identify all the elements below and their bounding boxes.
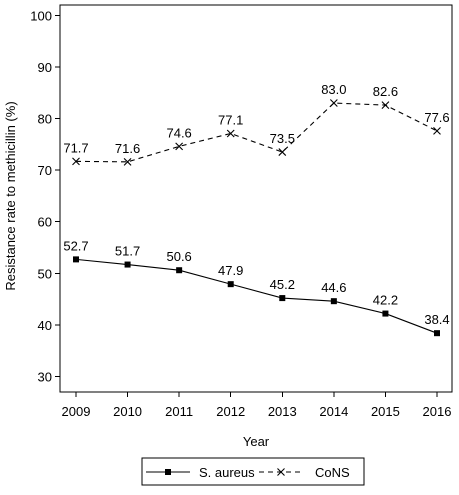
series-line (75, 102, 438, 163)
x-tick-label: 2011 (165, 404, 193, 419)
square-marker (176, 267, 183, 274)
y-tick-label: 40 (38, 318, 52, 333)
x-tick-label: 2009 (62, 404, 91, 419)
x-marker (381, 101, 390, 109)
x-tick-label: 2015 (371, 404, 400, 419)
x-tick-label: 2012 (216, 404, 245, 419)
x-axis: 2009 2010 2011 2012 2013 2014 2015 2016 (62, 392, 452, 419)
legend-item: CoNS (259, 465, 350, 480)
data-label: 83.0 (321, 82, 346, 97)
legend: S. aureus CoNS (141, 457, 365, 486)
x-axis-title: Year (243, 434, 270, 449)
series-s-aureus (73, 256, 440, 337)
x-marker (123, 157, 132, 166)
square-marker (73, 256, 79, 263)
x-marker (278, 148, 287, 156)
legend-x-marker (277, 468, 285, 476)
y-tick-label: 100 (30, 8, 52, 23)
square-marker (279, 295, 286, 302)
square-marker (124, 261, 131, 268)
data-label: 71.6 (115, 141, 140, 156)
legend-item: S. aureus (146, 465, 255, 480)
y-axis-title: Resistance rate to methicillin (%) (3, 101, 18, 290)
y-tick-label: 30 (38, 370, 52, 385)
data-label: 51.7 (115, 244, 140, 259)
legend-square-marker (165, 469, 171, 475)
data-label: 52.7 (63, 238, 88, 253)
x-marker (329, 99, 338, 107)
data-labels-layer: 52.7 51.7 50.6 47.9 45.2 44.6 42.2 38.4 71.7 71.6… (63, 82, 449, 327)
x-marker (175, 142, 184, 151)
y-tick-label: 60 (38, 215, 52, 230)
legend-label: CoNS (315, 465, 350, 480)
data-label: 42.2 (373, 293, 398, 308)
x-tick-label: 2010 (113, 404, 142, 419)
data-label: 45.2 (270, 277, 295, 292)
data-label: 82.6 (373, 84, 398, 99)
y-tick-label: 90 (38, 60, 52, 75)
y-axis: 30 40 50 60 70 80 90 100 (30, 8, 60, 385)
data-label: 44.6 (321, 280, 346, 295)
square-marker (434, 330, 440, 337)
x-tick-label: 2016 (423, 404, 452, 419)
legend-label: S. aureus (199, 465, 255, 480)
data-label: 38.4 (424, 312, 449, 327)
data-label: 47.9 (218, 263, 243, 278)
series-layer (72, 99, 441, 337)
data-label: 73.5 (270, 131, 295, 146)
series-cons (72, 99, 441, 166)
x-marker (433, 127, 441, 135)
plot-border (59, 4, 453, 393)
x-marker (72, 157, 80, 166)
plot-frame (59, 4, 453, 393)
square-marker (382, 310, 389, 317)
y-tick-label: 50 (38, 266, 52, 281)
x-tick-label: 2014 (319, 404, 348, 419)
y-tick-label: 70 (38, 163, 52, 178)
data-label: 77.1 (218, 112, 243, 127)
x-marker (226, 129, 235, 138)
data-label: 74.6 (166, 125, 191, 140)
data-label: 50.6 (166, 249, 191, 264)
y-tick-label: 80 (38, 112, 52, 127)
data-label: 77.6 (424, 110, 449, 125)
x-tick-label: 2013 (268, 404, 297, 419)
square-marker (330, 298, 337, 305)
data-label: 71.7 (63, 140, 88, 155)
series-line (75, 258, 438, 334)
square-marker (227, 281, 234, 288)
